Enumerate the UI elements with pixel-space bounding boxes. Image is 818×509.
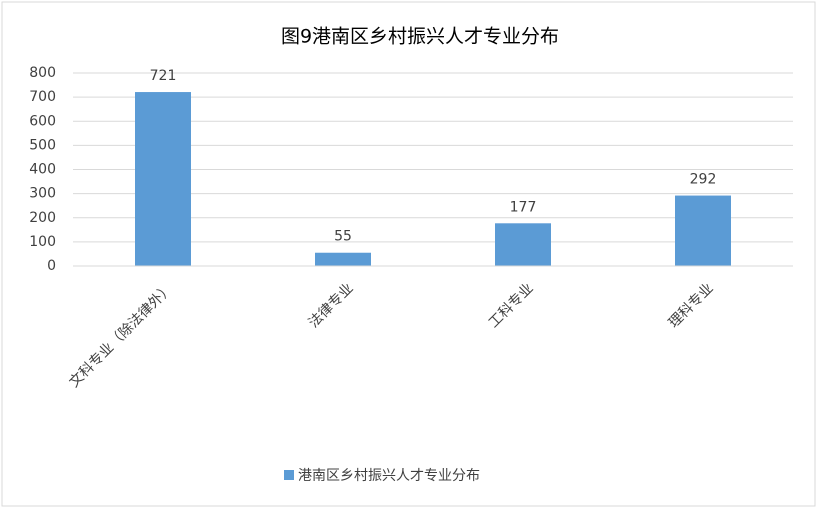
y-tick-label: 200 [29, 210, 56, 226]
y-tick-label: 700 [29, 89, 56, 105]
data-label: 55 [334, 229, 352, 245]
legend-label: 港南区乡村振兴人才专业分布 [298, 468, 480, 484]
bar [315, 252, 371, 266]
bar [495, 223, 551, 266]
data-label: 177 [510, 199, 537, 215]
legend-swatch [284, 470, 294, 480]
data-label: 292 [690, 172, 717, 188]
y-tick-label: 300 [29, 186, 56, 202]
y-tick-label: 600 [29, 113, 56, 129]
y-tick-label: 500 [29, 137, 56, 153]
data-label: 721 [150, 68, 177, 84]
y-tick-label: 400 [29, 162, 56, 178]
y-tick-label: 100 [29, 234, 56, 250]
y-tick-label: 800 [29, 65, 56, 81]
bar [675, 195, 731, 266]
chart-title: 图9港南区乡村振兴人才专业分布 [281, 26, 559, 48]
bar [135, 92, 191, 266]
y-tick-label: 0 [47, 258, 56, 274]
